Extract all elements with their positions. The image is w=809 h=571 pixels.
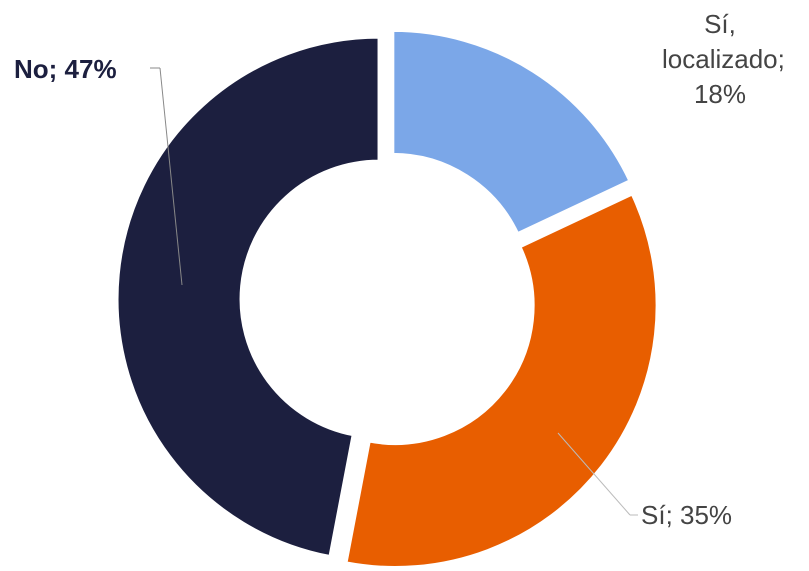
data-label: Sí; 35%	[641, 500, 733, 530]
slice	[391, 28, 632, 236]
data-label: No; 47%	[14, 54, 117, 84]
slices	[115, 28, 659, 569]
data-label: Sí, localizado; 18%	[662, 9, 785, 109]
leader-line	[557, 432, 631, 516]
leader-line	[159, 67, 183, 286]
slice	[115, 35, 381, 559]
slice	[344, 191, 659, 569]
